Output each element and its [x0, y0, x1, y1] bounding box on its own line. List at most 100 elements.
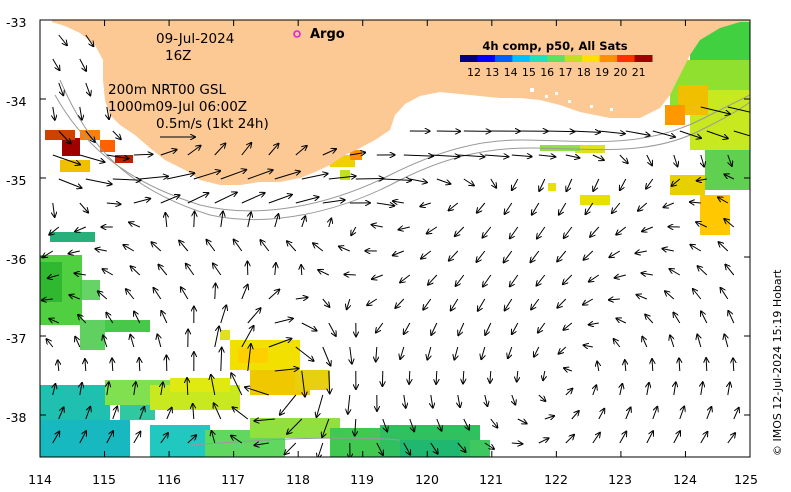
current-arrow	[241, 193, 265, 204]
current-arrow	[322, 149, 336, 156]
current-arrow	[619, 432, 627, 444]
current-arrow	[213, 264, 222, 276]
current-arrow	[317, 394, 324, 417]
y-tick-label: -37	[6, 331, 26, 346]
current-arrow	[490, 418, 498, 428]
current-arrow	[674, 382, 676, 396]
current-arrow	[430, 442, 438, 454]
current-arrow	[706, 358, 707, 372]
current-arrow	[485, 394, 488, 406]
current-arrow	[508, 346, 512, 358]
current-arrow	[214, 192, 237, 204]
current-arrow	[165, 213, 166, 228]
x-tick-label: 115	[92, 472, 116, 487]
colorbar-tick-label: 20	[613, 66, 627, 79]
current-arrow	[241, 326, 254, 348]
x-tick-label: 125	[734, 472, 758, 487]
current-arrow	[559, 346, 567, 354]
current-arrow	[583, 298, 594, 305]
current-arrow	[458, 322, 465, 335]
current-arrow	[350, 346, 352, 364]
current-arrow	[43, 250, 54, 257]
current-arrow	[463, 370, 464, 384]
current-arrow	[275, 263, 276, 276]
current-arrow	[510, 226, 519, 238]
current-arrow	[157, 334, 160, 348]
current-arrow	[706, 130, 728, 138]
argo-label: Argo	[310, 27, 345, 42]
current-arrow	[642, 273, 653, 275]
current-arrow	[531, 298, 540, 309]
y-tick-label: -33	[6, 15, 26, 30]
current-arrow	[280, 394, 297, 415]
current-arrow	[700, 432, 708, 444]
current-arrow	[85, 82, 91, 95]
y-axis-labels: -33 -34 -35 -36 -37 -38	[6, 15, 26, 425]
current-arrow	[231, 436, 243, 444]
current-arrow	[186, 264, 195, 276]
current-arrow	[679, 130, 701, 138]
current-arrow	[721, 288, 729, 300]
current-arrow	[187, 378, 188, 396]
current-arrow	[476, 250, 486, 262]
current-arrow	[393, 250, 404, 255]
y-tick-label: -34	[6, 94, 26, 109]
current-arrow	[382, 179, 411, 180]
current-arrow	[112, 407, 117, 420]
current-arrow	[344, 274, 356, 275]
current-arrow	[620, 384, 623, 396]
current-arrow	[427, 226, 438, 234]
current-arrow	[664, 202, 674, 207]
current-arrow	[404, 394, 406, 408]
current-arrow	[160, 150, 177, 156]
colorbar-tick-label: 16	[540, 66, 554, 79]
current-arrow	[733, 130, 750, 138]
current-arrow	[436, 178, 451, 184]
current-arrow	[47, 339, 54, 348]
current-arrow	[615, 275, 626, 278]
current-arrow	[241, 285, 248, 300]
current-arrow	[79, 202, 88, 213]
colorbar	[460, 55, 653, 62]
current-arrow	[139, 176, 168, 179]
current-arrow	[112, 179, 141, 180]
current-arrow	[274, 319, 293, 324]
current-arrow	[642, 226, 653, 231]
x-tick-label: 123	[608, 472, 632, 487]
current-arrow	[274, 171, 300, 180]
current-arrow	[538, 394, 546, 401]
current-arrow	[80, 383, 82, 396]
current-arrow	[106, 313, 114, 324]
colorbar-tick-label: 18	[577, 66, 591, 79]
current-arrow	[719, 242, 729, 252]
current-arrow	[696, 222, 708, 228]
current-arrow	[728, 383, 730, 396]
x-tick-label: 121	[479, 472, 503, 487]
current-arrow	[598, 131, 625, 134]
x-tick-label: 122	[544, 472, 568, 487]
current-arrow	[690, 245, 702, 252]
current-arrow	[625, 130, 650, 135]
current-arrow	[53, 106, 55, 120]
current-arrow	[593, 178, 600, 191]
current-arrow	[376, 346, 377, 362]
current-arrow	[483, 226, 492, 238]
current-arrow	[187, 435, 196, 444]
current-arrow	[187, 193, 209, 204]
current-arrow	[538, 322, 546, 333]
current-arrow	[79, 431, 86, 444]
current-arrow	[355, 418, 356, 436]
current-arrow	[625, 360, 626, 372]
current-arrow	[69, 251, 80, 254]
current-arrow	[647, 383, 649, 396]
current-arrow	[220, 305, 227, 324]
current-arrow	[131, 266, 141, 276]
current-arrow	[295, 146, 307, 156]
current-arrow	[455, 226, 465, 236]
current-arrow	[428, 274, 438, 285]
current-arrow	[614, 339, 621, 348]
current-arrow	[69, 295, 80, 299]
current-arrow	[674, 154, 678, 166]
current-arrow	[161, 311, 168, 324]
